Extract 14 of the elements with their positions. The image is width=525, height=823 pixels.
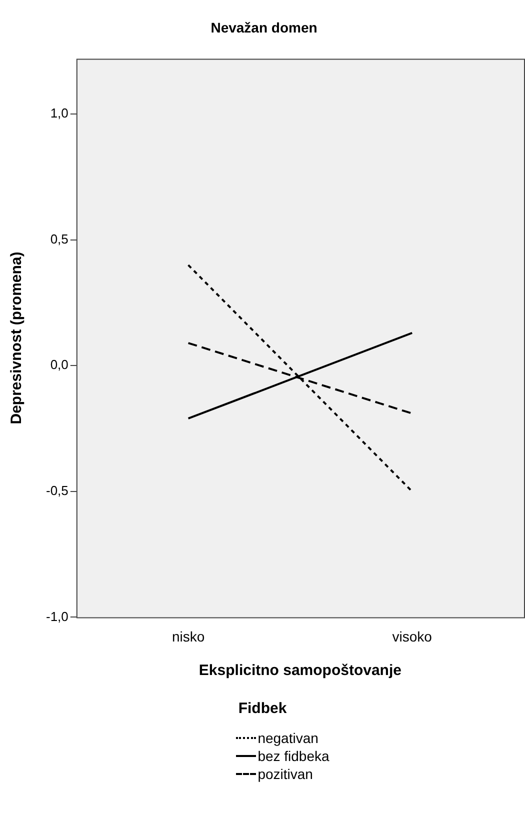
y-tick-label: -0,5 xyxy=(46,483,68,498)
legend-title: Fidbek xyxy=(238,700,287,717)
x-axis-title: Eksplicitno samopoštovanje xyxy=(198,662,402,680)
y-axis-title: Depresivnost (promena) xyxy=(8,252,26,424)
y-tick-label: 0,0 xyxy=(50,357,68,372)
y-tick-label: -1,0 xyxy=(46,608,68,624)
legend-label: pozitivan xyxy=(258,766,313,782)
legend-label: bez fidbeka xyxy=(258,748,330,764)
chart-title: Nevažan domen xyxy=(210,19,318,36)
x-tick-label: visoko xyxy=(392,628,432,644)
y-tick-label: 0,5 xyxy=(50,231,68,246)
x-tick-label: nisko xyxy=(172,628,205,644)
legend-label: negativan xyxy=(258,730,318,746)
y-tick-label: 1,0 xyxy=(50,106,68,121)
